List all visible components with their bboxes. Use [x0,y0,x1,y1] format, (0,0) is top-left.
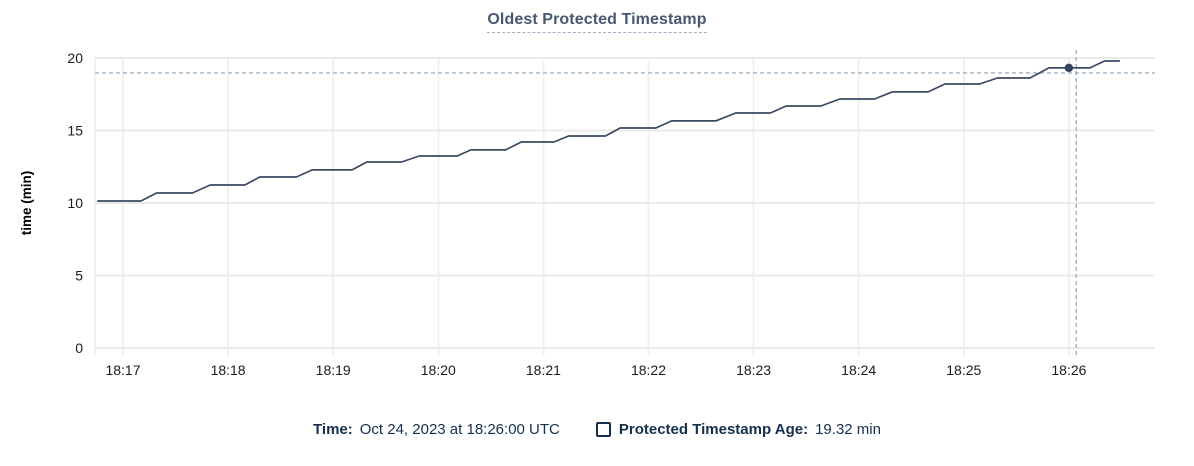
y-tick-label: 0 [75,340,83,356]
y-tick-label: 20 [67,50,83,66]
y-tick-label: 15 [67,123,83,139]
x-tick-label: 18:22 [631,362,666,378]
timeseries-chart-plot-area[interactable]: 18:17 18:18 18:19 18:20 18:21 18:22 18:23 18:24… [0,0,1194,420]
chart-tooltip-legend: Time: Oct 24, 2023 at 18:26:00 UTC Prote… [0,421,1194,438]
legend-time: Time: Oct 24, 2023 at 18:26:00 UTC [313,421,560,438]
series-line-protected-timestamp-age [96,60,1121,202]
x-tick-label: 18:20 [421,362,456,378]
x-tick-label: 18:18 [211,362,246,378]
x-tick-label: 18:17 [105,362,140,378]
y-axis-title: time (min) [19,171,34,236]
x-tick-label: 18:25 [946,362,981,378]
x-tick-label: 18:21 [526,362,561,378]
series-label: Protected Timestamp Age: [618,421,809,438]
x-tick-label: 18:26 [1051,362,1086,378]
y-tick-label: 10 [67,195,83,211]
x-tick-label: 18:19 [316,362,351,378]
hover-point-marker [1064,63,1074,73]
time-label: Time: [313,421,353,438]
title-row: Oldest Protected Timestamp [0,11,1194,33]
chart-title[interactable]: Oldest Protected Timestamp [487,11,707,33]
series-swatch-icon[interactable] [595,422,611,437]
time-value: Oct 24, 2023 at 18:26:00 UTC [359,421,560,438]
legend-series-protected-timestamp-age[interactable]: Protected Timestamp Age: 19.32 min [595,421,881,438]
x-tick-label: 18:23 [736,362,771,378]
x-tick-label: 18:24 [841,362,876,378]
y-tick-label: 5 [75,268,83,284]
series-value: 19.32 min [815,421,881,438]
